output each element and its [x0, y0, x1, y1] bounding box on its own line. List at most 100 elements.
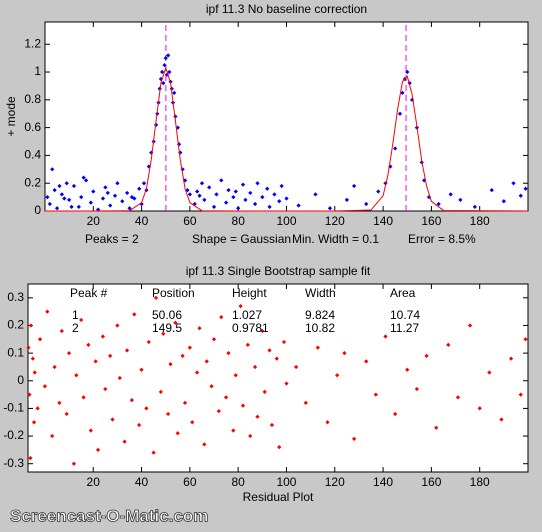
table-cell: 149.5 [152, 321, 182, 335]
point [158, 389, 163, 394]
point [231, 194, 236, 200]
point [518, 392, 523, 397]
point [120, 199, 125, 204]
y-tick-label: 0 [17, 373, 24, 387]
point [315, 345, 320, 350]
point [202, 442, 207, 447]
point [132, 312, 137, 317]
point [272, 192, 277, 197]
x-tick-label: 100 [276, 475, 296, 489]
point [62, 196, 67, 201]
point [115, 181, 120, 186]
point [313, 192, 318, 197]
point [383, 334, 388, 339]
point [458, 197, 463, 203]
point [279, 183, 284, 189]
point [233, 189, 238, 194]
point [472, 204, 477, 209]
table-cell: 0.9781 [232, 321, 269, 335]
table-header: Width [305, 286, 336, 300]
point [303, 400, 308, 406]
point [518, 193, 523, 198]
y-tick-label: 0.2 [24, 175, 41, 189]
point [260, 328, 265, 334]
point [277, 444, 282, 450]
point [76, 204, 81, 209]
x-tick-label: 180 [470, 475, 490, 489]
point [216, 409, 221, 414]
point [211, 337, 217, 342]
point [223, 395, 229, 400]
y-tick-label: 1.2 [24, 36, 41, 50]
point [211, 204, 217, 209]
point [207, 185, 212, 190]
point [393, 411, 398, 417]
y-tick-label: 0.3 [7, 290, 24, 304]
point [245, 342, 250, 347]
y-axis-label: + mode [4, 96, 18, 137]
point [424, 353, 429, 359]
point [167, 69, 172, 75]
point [88, 200, 94, 205]
point [91, 189, 96, 194]
point [47, 201, 52, 207]
point [139, 367, 144, 372]
x-tick-label: 20 [87, 475, 101, 489]
point [255, 181, 260, 186]
point [351, 436, 357, 441]
point [57, 183, 62, 189]
point [252, 201, 258, 207]
point [64, 181, 69, 186]
table-header: Height [232, 286, 267, 300]
point [146, 339, 151, 345]
point [373, 392, 378, 397]
point [199, 181, 205, 186]
point [499, 417, 504, 422]
point [269, 422, 275, 428]
y-tick-label: 0 [34, 203, 41, 217]
point [166, 53, 171, 58]
point [153, 295, 159, 300]
point [124, 190, 130, 196]
point [197, 326, 202, 331]
point [50, 167, 55, 172]
point [414, 386, 420, 392]
point [202, 197, 207, 203]
point [477, 406, 482, 411]
point [265, 186, 270, 191]
point [523, 186, 528, 191]
table-cell: 11.27 [390, 321, 419, 335]
point [344, 197, 349, 203]
x-tick-label: 160 [421, 475, 441, 489]
point [59, 192, 65, 197]
x-tick-label: 80 [231, 475, 245, 489]
x-tick-label: 80 [232, 214, 246, 228]
point [335, 373, 340, 378]
point [83, 178, 89, 183]
x-tick-label: 160 [421, 214, 441, 228]
point [209, 384, 214, 389]
point [204, 359, 209, 364]
point [351, 183, 357, 189]
point [284, 381, 289, 386]
point [224, 200, 229, 205]
point [187, 192, 193, 197]
point [129, 397, 134, 403]
point [240, 182, 246, 187]
y-tick-label: 0.1 [7, 345, 24, 359]
point [376, 189, 381, 194]
point [508, 356, 514, 361]
point [226, 350, 231, 356]
x-tick-label: 40 [135, 475, 149, 489]
table-cell: 2 [72, 321, 79, 335]
point [161, 331, 166, 336]
table-cell: 1.027 [232, 308, 262, 322]
point [69, 204, 74, 209]
y-tick-label: 0.2 [7, 318, 24, 332]
point [163, 56, 168, 61]
y-tick-label: 1 [34, 64, 41, 78]
point [446, 342, 451, 347]
plot-area [27, 283, 529, 473]
point [112, 193, 118, 198]
point [455, 395, 461, 400]
